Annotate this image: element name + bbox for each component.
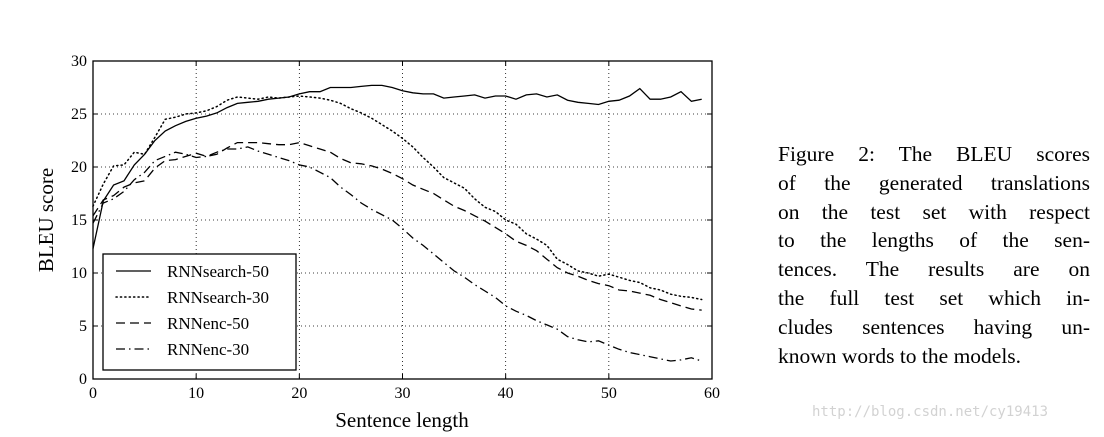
caption-line: of the generated translations — [778, 170, 1090, 195]
x-tick-label: 50 — [601, 385, 617, 402]
x-tick-label: 10 — [188, 385, 204, 402]
y-axis-title: BLEU score — [34, 168, 58, 272]
series-lines — [92, 84, 703, 362]
x-tick-label: 40 — [498, 385, 514, 402]
y-tick-label: 15 — [71, 212, 87, 229]
legend-label: RNNsearch-50 — [167, 262, 269, 281]
watermark: http://blog.csdn.net/cy19413 — [812, 404, 1049, 420]
grid — [93, 61, 712, 379]
series-line-rnnsearch-30 — [92, 95, 703, 301]
y-tick-label: 30 — [71, 53, 87, 70]
caption-line: the full test set which in- — [778, 285, 1090, 310]
x-tick-label: 60 — [704, 385, 720, 402]
caption-line: Figure 2: The BLEU scores — [778, 142, 1090, 166]
caption-line: on the test set with respect — [778, 199, 1090, 224]
y-tick-label: 25 — [71, 106, 87, 123]
y-tick-label: 20 — [71, 159, 87, 176]
x-axis-title: Sentence length — [335, 408, 469, 432]
series-line-rnnenc-30 — [92, 146, 702, 362]
legend-label: RNNenc-50 — [167, 314, 249, 333]
axis-ticks: 0 10 20 30 40 50 60 0 5 10 15 20 25 30 — [71, 53, 720, 402]
x-tick-label: 0 — [89, 385, 97, 402]
x-tick-label: 20 — [291, 385, 307, 402]
y-tick-label: 10 — [71, 265, 87, 282]
legend: RNNsearch-50 RNNsearch-30 RNNenc-50 RNNenc-… — [102, 253, 297, 371]
caption-line: known words to the models. — [778, 343, 1022, 368]
legend-label: RNNsearch-30 — [167, 288, 269, 307]
figure-caption: Figure 2: The BLEU scores of the generat… — [778, 140, 1090, 370]
series-line-rnnenc-50 — [92, 141, 702, 311]
legend-label: RNNenc-30 — [167, 340, 249, 359]
series-line-rnnsearch-50 — [92, 84, 702, 249]
x-tick-label: 30 — [395, 385, 411, 402]
caption-line: cludes sentences having un- — [778, 314, 1090, 339]
caption-line: tences. The results are on — [778, 257, 1090, 282]
legend-box — [102, 253, 297, 371]
y-tick-label: 5 — [79, 318, 87, 335]
y-tick-label: 0 — [79, 371, 87, 388]
caption-line: to the lengths of the sen- — [778, 228, 1090, 253]
